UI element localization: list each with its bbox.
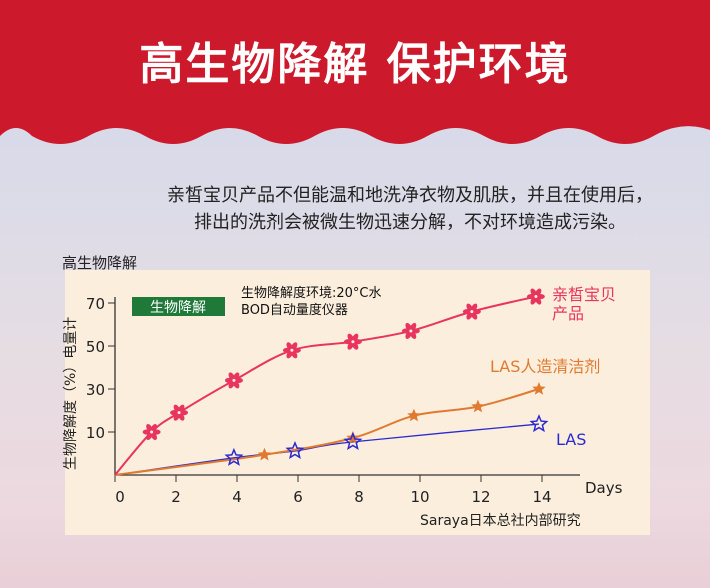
x-tick-label: 8 <box>354 488 364 506</box>
data-point <box>407 408 421 422</box>
series-label: LAS人造清洁剂 <box>490 357 600 376</box>
data-point <box>177 411 181 415</box>
condition-note: 生物降解度环境:20°C水 <box>241 285 382 301</box>
x-axis-label: Days <box>585 479 623 497</box>
data-point <box>290 348 294 352</box>
y-tick-label: 70 <box>86 295 105 313</box>
x-tick-label: 0 <box>115 488 125 506</box>
x-tick-label: 10 <box>410 488 429 506</box>
y-tick-label: 30 <box>86 381 105 399</box>
series-label: 亲皙宝贝 <box>552 285 616 304</box>
data-point <box>409 329 413 333</box>
section-title: 高生物降解 <box>62 254 138 272</box>
data-point <box>285 440 305 459</box>
data-point <box>257 447 272 461</box>
data-point <box>532 382 546 395</box>
description-line: 排出的洗剂会被微生物迅速分解，不对环境造成污染。 <box>194 212 626 233</box>
x-tick-label: 14 <box>532 488 551 506</box>
data-point-petal <box>290 342 298 351</box>
data-point <box>343 431 363 450</box>
series-line <box>114 388 540 476</box>
data-point <box>534 295 538 299</box>
data-point-petal <box>233 372 240 381</box>
source-note: Saraya日本总社内部研究 <box>420 513 581 529</box>
series-line <box>114 295 537 476</box>
header-banner <box>0 0 710 144</box>
data-point <box>346 431 360 444</box>
y-tick-label: 10 <box>86 424 105 442</box>
y-tick-label: 50 <box>86 338 105 356</box>
y-axis-label: 生物降解度（%）电量计 <box>63 317 79 470</box>
condition-note: BOD自动量度仪器 <box>241 302 348 318</box>
data-point <box>471 399 485 413</box>
data-point-petal <box>150 423 158 433</box>
data-point <box>232 378 236 382</box>
data-point <box>351 340 355 344</box>
series-label: LAS <box>556 430 586 449</box>
x-tick-label: 12 <box>471 488 490 506</box>
data-point-petal <box>178 404 185 413</box>
data-point <box>224 447 244 466</box>
description-line: 亲皙宝贝产品不但能温和地洗净衣物及肌肤，并且在使用后， <box>167 185 653 206</box>
x-tick-label: 4 <box>232 488 242 506</box>
data-point-petal <box>409 322 417 332</box>
data-point <box>529 414 549 433</box>
data-point-petal <box>351 333 359 342</box>
x-tick-label: 6 <box>293 488 303 506</box>
series-label: 产品 <box>552 304 584 323</box>
data-point-petal <box>470 303 478 312</box>
x-tick-label: 2 <box>171 488 181 506</box>
data-point-petal <box>534 288 542 297</box>
page-title: 高生物降解 保护环境 <box>139 39 571 90</box>
description: 亲皙宝贝产品不但能温和地洗净衣物及肌肤，并且在使用后， 排出的洗剂会被微生物迅速… <box>120 182 700 236</box>
data-point <box>150 430 154 434</box>
badge-bg <box>132 297 225 316</box>
badge-label: 生物降解 <box>150 300 206 316</box>
data-point <box>470 310 474 314</box>
